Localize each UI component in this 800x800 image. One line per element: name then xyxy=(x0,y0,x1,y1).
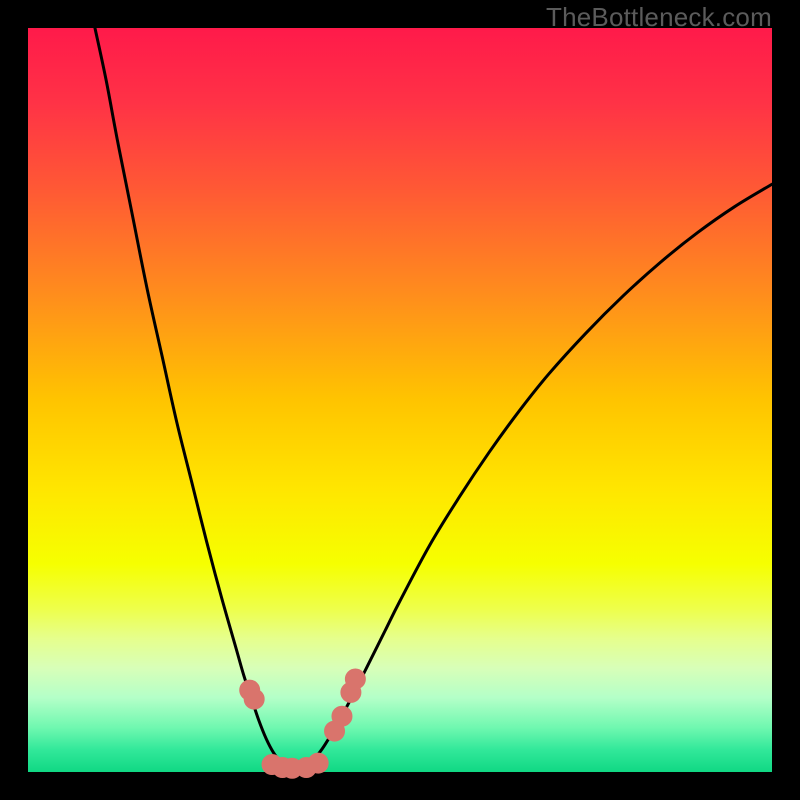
watermark-label: TheBottleneck.com xyxy=(546,2,772,33)
curve-marker xyxy=(244,689,264,709)
curve-marker xyxy=(345,669,365,689)
chart-svg xyxy=(28,28,772,772)
chart-stage: TheBottleneck.com xyxy=(0,0,800,800)
curve-marker xyxy=(308,753,328,773)
curve-marker xyxy=(332,706,352,726)
bottleneck-curve xyxy=(95,28,772,768)
chart-frame xyxy=(28,28,772,772)
